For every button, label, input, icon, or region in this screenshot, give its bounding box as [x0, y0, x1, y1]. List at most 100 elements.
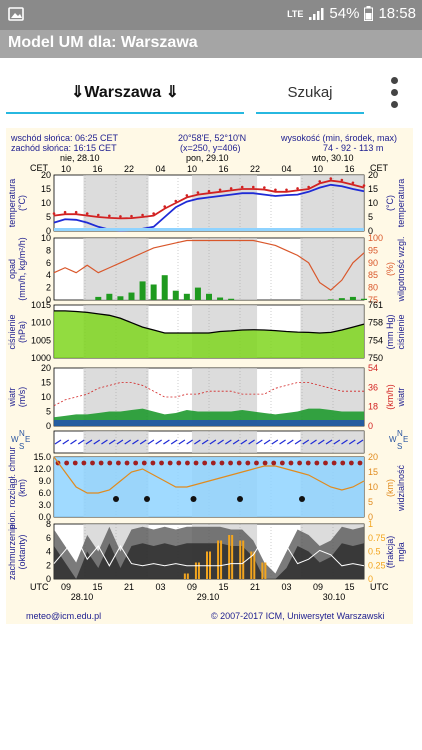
app-title: Model UM dla: Warszawa: [8, 34, 198, 51]
wind-arrow: [93, 439, 101, 445]
pressure-area: [54, 310, 364, 358]
cloud-line: [53, 527, 365, 567]
cloud-top-point: [202, 460, 208, 466]
clock: 18:58: [378, 5, 416, 22]
hour-label: 04: [155, 164, 165, 174]
wind-arrow: [279, 439, 286, 445]
temp-point: [85, 212, 89, 215]
tick-label: 0: [368, 226, 373, 236]
rain-bar: [117, 296, 124, 300]
overflow-menu-icon[interactable]: [384, 72, 404, 112]
tick-label: 0: [46, 295, 51, 305]
wind-label: wiatr: [7, 387, 17, 407]
tick-label: 0: [46, 226, 51, 236]
wind-arrow: [139, 439, 147, 445]
cloud-top-point: [357, 460, 363, 466]
rain-unit: (mm/h, kg/m²/h): [17, 237, 27, 301]
temp-point: [296, 187, 299, 190]
temp-point: [329, 177, 333, 180]
compass-w: W: [389, 435, 397, 444]
tick-label: 36: [368, 382, 378, 392]
kmh-unit: (km/h): [385, 384, 395, 410]
day-label: nie, 28.10: [60, 153, 100, 163]
ground-bar: [54, 228, 364, 231]
temp-point: [130, 214, 133, 218]
wind-arrow: [155, 439, 162, 445]
mmhg-unit: (mm Hg): [385, 315, 395, 350]
hour-label: 21: [124, 582, 134, 592]
tick-label: 18: [368, 402, 378, 412]
cloud-top-point: [305, 460, 311, 466]
tick-label: 6.0: [38, 488, 51, 498]
temp-point: [119, 215, 122, 218]
temp-point: [52, 212, 56, 215]
night-band: [300, 431, 364, 453]
temp-point: [207, 189, 211, 193]
tick-label: 80: [368, 283, 378, 293]
tick-label: 4: [46, 270, 51, 280]
vis-unit: (km): [385, 479, 395, 497]
temp-point: [263, 186, 266, 189]
compass-e: E: [25, 435, 31, 444]
tick-label: 5: [46, 212, 51, 222]
fog-bar: [261, 562, 264, 579]
wind-arrow: [286, 439, 294, 445]
wind-label-r: wiatr: [396, 387, 406, 407]
temp-unit-r: (°C): [385, 195, 395, 211]
cloud-top-point: [133, 460, 139, 466]
wind-arrow: [186, 439, 193, 445]
temp-label: temperatura: [7, 179, 17, 228]
cloudiness-label: zachmurzenie: [7, 524, 17, 580]
tick-label: 8: [46, 519, 51, 529]
hour-label: 10: [61, 164, 71, 174]
tick-label: 1: [368, 519, 373, 529]
tick-label: 10: [368, 482, 378, 492]
footer-email[interactable]: meteo@icm.edu.pl: [26, 611, 102, 621]
temp-point: [152, 212, 155, 215]
wind-arrow: [294, 439, 302, 445]
wind-arrow: [310, 439, 317, 445]
temp-point: [163, 205, 167, 208]
hour-label: 03: [281, 582, 291, 592]
tick-label: 758: [368, 318, 383, 328]
cloud-top-point: [167, 460, 173, 466]
tick-label: 10: [41, 392, 51, 402]
fog-bar: [239, 540, 242, 579]
sunset-text: zachód słońca: 16:15 CET: [11, 143, 117, 153]
cloud-top-point: [210, 460, 216, 466]
location-select[interactable]: ⇓Warszawa ⇓: [6, 72, 244, 114]
rain-bar: [106, 293, 113, 300]
fog-bar: [183, 573, 186, 579]
wind-arrow: [194, 439, 201, 445]
cloud-top-point: [150, 460, 156, 466]
day-label: wto, 30.10: [312, 153, 354, 163]
rain-bar: [128, 292, 135, 300]
tick-label: 15: [368, 467, 378, 477]
search-button[interactable]: Szukaj: [256, 72, 364, 114]
temp-point: [274, 188, 277, 192]
hum-unit: (%): [385, 262, 395, 276]
hour-label: 15: [92, 582, 102, 592]
tick-label: 2: [46, 560, 51, 570]
rain-bar: [95, 296, 102, 300]
tick-label: 75: [368, 295, 378, 305]
cloud-top-point: [193, 460, 199, 466]
rain-bar: [172, 290, 179, 300]
hour-label: 15: [218, 582, 228, 592]
night-band: [83, 431, 149, 453]
toolbar: ⇓Warszawa ⇓ Szukaj: [0, 58, 422, 120]
hour-label: 10: [313, 164, 323, 174]
cloud-top-point: [141, 460, 147, 466]
cloud-top-point: [116, 460, 121, 466]
tick-label: 15: [368, 184, 378, 194]
temp-point: [196, 191, 200, 194]
wind-arrow: [209, 439, 217, 445]
cloud-base-point: [113, 496, 119, 502]
compass-n: N: [397, 429, 403, 438]
cloud-base-point: [299, 496, 305, 502]
compass-s: S: [397, 442, 403, 451]
cloud-top-point: [271, 460, 277, 466]
tick-label: 754: [368, 335, 383, 345]
tick-label: 15: [41, 378, 51, 388]
battery-icon: [364, 6, 374, 21]
